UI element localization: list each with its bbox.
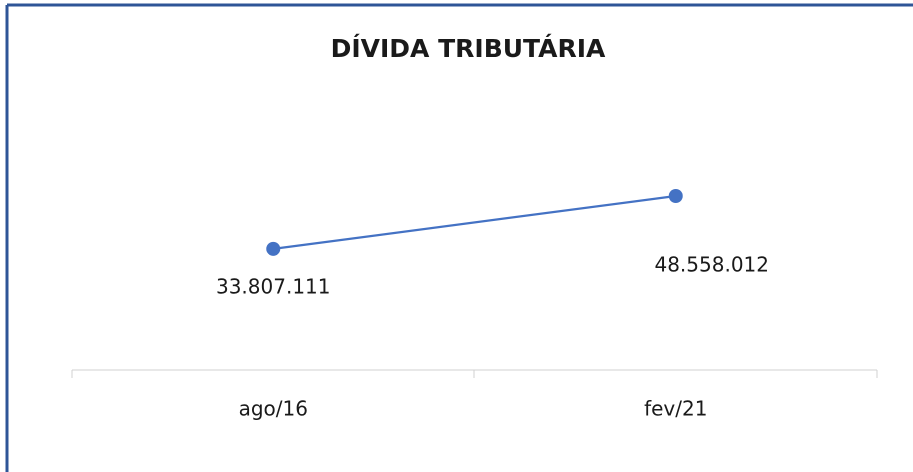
- chart-title: DÍVIDA TRIBUTÁRIA: [331, 34, 606, 63]
- point: [668, 189, 683, 204]
- x-tick-label: ago/16: [239, 397, 308, 421]
- data-label: 48.558.012: [654, 253, 769, 277]
- point: [266, 241, 281, 256]
- x-tick-label: fev/21: [644, 397, 707, 421]
- line: [273, 194, 676, 250]
- data-label: 33.807.111: [216, 274, 331, 298]
